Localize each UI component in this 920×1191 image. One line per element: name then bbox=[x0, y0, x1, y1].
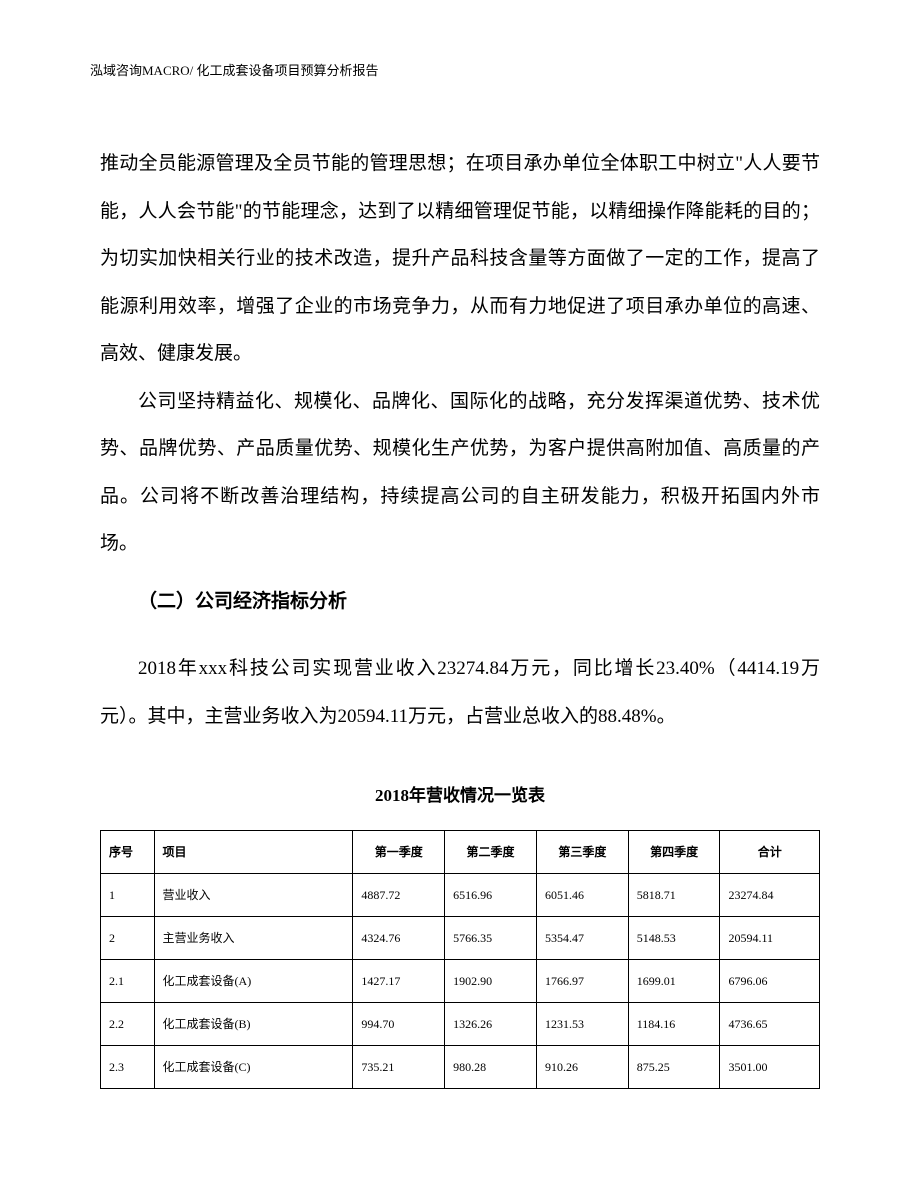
table-row: 2.2 化工成套设备(B) 994.70 1326.26 1231.53 118… bbox=[101, 1002, 820, 1045]
cell-seq: 2.3 bbox=[101, 1045, 155, 1088]
paragraph-3: 2018年xxx科技公司实现营业收入23274.84万元，同比增长23.40%（… bbox=[100, 645, 820, 740]
header-title: 化工成套设备项目预算分析报告 bbox=[197, 63, 379, 78]
table-title: 2018年营收情况一览表 bbox=[100, 775, 820, 818]
cell-item: 化工成套设备(C) bbox=[154, 1045, 353, 1088]
header-item: 项目 bbox=[154, 830, 353, 873]
cell-q1: 994.70 bbox=[353, 1002, 445, 1045]
cell-seq: 2 bbox=[101, 916, 155, 959]
cell-item: 化工成套设备(B) bbox=[154, 1002, 353, 1045]
cell-seq: 2.2 bbox=[101, 1002, 155, 1045]
cell-q2: 980.28 bbox=[445, 1045, 537, 1088]
revenue-table: 序号 项目 第一季度 第二季度 第三季度 第四季度 合计 1 营业收入 4887… bbox=[100, 830, 820, 1089]
cell-q4: 1699.01 bbox=[628, 959, 720, 1002]
cell-item: 营业收入 bbox=[154, 873, 353, 916]
cell-total: 23274.84 bbox=[720, 873, 820, 916]
table-row: 2 主营业务收入 4324.76 5766.35 5354.47 5148.53… bbox=[101, 916, 820, 959]
cell-q1: 1427.17 bbox=[353, 959, 445, 1002]
cell-seq: 1 bbox=[101, 873, 155, 916]
cell-total: 4736.65 bbox=[720, 1002, 820, 1045]
header-q2: 第二季度 bbox=[445, 830, 537, 873]
header-seq: 序号 bbox=[101, 830, 155, 873]
cell-q3: 6051.46 bbox=[536, 873, 628, 916]
cell-q3: 5354.47 bbox=[536, 916, 628, 959]
cell-q3: 1766.97 bbox=[536, 959, 628, 1002]
cell-item: 主营业务收入 bbox=[154, 916, 353, 959]
header-q1: 第一季度 bbox=[353, 830, 445, 873]
header-q4: 第四季度 bbox=[628, 830, 720, 873]
cell-seq: 2.1 bbox=[101, 959, 155, 1002]
table-header-row: 序号 项目 第一季度 第二季度 第三季度 第四季度 合计 bbox=[101, 830, 820, 873]
cell-total: 20594.11 bbox=[720, 916, 820, 959]
paragraph-1: 推动全员能源管理及全员节能的管理思想；在项目承办单位全体职工中树立"人人要节能，… bbox=[100, 140, 820, 378]
cell-q4: 5818.71 bbox=[628, 873, 720, 916]
cell-total: 6796.06 bbox=[720, 959, 820, 1002]
page-header: 泓域咨询MACRO/ 化工成套设备项目预算分析报告 bbox=[90, 60, 379, 79]
section-title: （二）公司经济指标分析 bbox=[100, 578, 820, 626]
cell-q4: 5148.53 bbox=[628, 916, 720, 959]
cell-q2: 1326.26 bbox=[445, 1002, 537, 1045]
cell-q3: 910.26 bbox=[536, 1045, 628, 1088]
cell-q3: 1231.53 bbox=[536, 1002, 628, 1045]
cell-q1: 735.21 bbox=[353, 1045, 445, 1088]
document-content: 推动全员能源管理及全员节能的管理思想；在项目承办单位全体职工中树立"人人要节能，… bbox=[100, 140, 820, 1089]
cell-q4: 875.25 bbox=[628, 1045, 720, 1088]
cell-q1: 4887.72 bbox=[353, 873, 445, 916]
cell-q4: 1184.16 bbox=[628, 1002, 720, 1045]
cell-q2: 5766.35 bbox=[445, 916, 537, 959]
table-body: 1 营业收入 4887.72 6516.96 6051.46 5818.71 2… bbox=[101, 873, 820, 1088]
cell-item: 化工成套设备(A) bbox=[154, 959, 353, 1002]
cell-q2: 6516.96 bbox=[445, 873, 537, 916]
paragraph-2: 公司坚持精益化、规模化、品牌化、国际化的战略，充分发挥渠道优势、技术优势、品牌优… bbox=[100, 378, 820, 568]
header-company: 泓域咨询MACRO/ bbox=[90, 63, 193, 78]
header-q3: 第三季度 bbox=[536, 830, 628, 873]
table-row: 2.3 化工成套设备(C) 735.21 980.28 910.26 875.2… bbox=[101, 1045, 820, 1088]
cell-total: 3501.00 bbox=[720, 1045, 820, 1088]
table-row: 2.1 化工成套设备(A) 1427.17 1902.90 1766.97 16… bbox=[101, 959, 820, 1002]
header-total: 合计 bbox=[720, 830, 820, 873]
cell-q2: 1902.90 bbox=[445, 959, 537, 1002]
table-row: 1 营业收入 4887.72 6516.96 6051.46 5818.71 2… bbox=[101, 873, 820, 916]
cell-q1: 4324.76 bbox=[353, 916, 445, 959]
